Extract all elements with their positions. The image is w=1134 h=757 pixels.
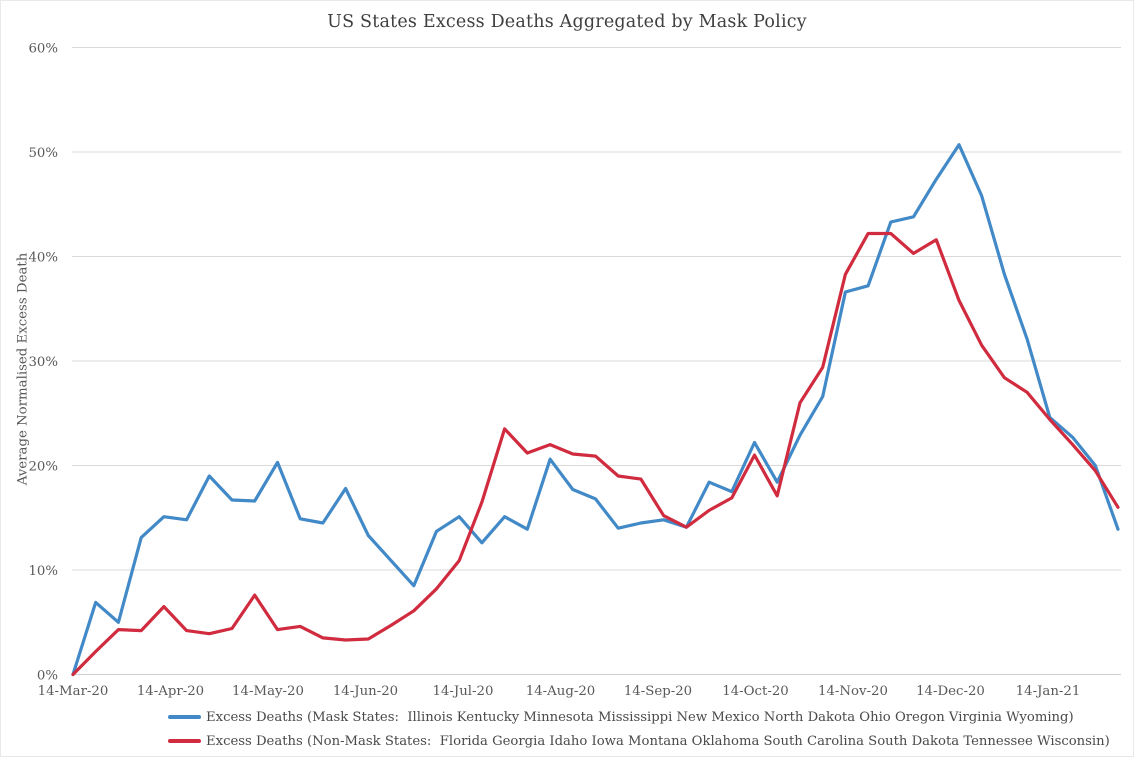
mask-series-label: Excess Deaths (Mask States: Illinois Ken… bbox=[206, 709, 1074, 725]
y-axis-title: Average Normalised Excess Death bbox=[15, 252, 31, 486]
x-tick-label: 14-Jul-20 bbox=[433, 684, 494, 699]
mask-series-swatch-line bbox=[168, 715, 201, 719]
x-tick-label: 14-Aug-20 bbox=[526, 684, 596, 699]
non-mask-states-line bbox=[71, 231, 1120, 677]
legend-item-mask-states: Excess Deaths (Mask States: Illinois Ken… bbox=[168, 705, 1110, 729]
x-tick-label: 14-Mar-20 bbox=[38, 684, 109, 699]
y-tick-label: 40% bbox=[28, 250, 58, 265]
y-tick-label: 30% bbox=[28, 355, 58, 370]
legend-item-non-mask-states: Excess Deaths (Non-Mask States: Florida … bbox=[168, 729, 1110, 753]
x-tick-label: 14-Jun-20 bbox=[333, 684, 398, 699]
y-tick-label: 20% bbox=[28, 459, 58, 474]
legend: Excess Deaths (Mask States: Illinois Ken… bbox=[168, 705, 1110, 753]
x-tick-label: 14-Oct-20 bbox=[722, 684, 789, 699]
x-tick-label: 14-Nov-20 bbox=[818, 684, 888, 699]
y-tick-label: 50% bbox=[28, 146, 58, 161]
y-tick-label: 60% bbox=[28, 41, 58, 56]
x-tick-label: 14-Sep-20 bbox=[624, 684, 692, 699]
x-tick-label: 14-Dec-20 bbox=[916, 684, 985, 699]
non-mask-series-swatch-line bbox=[168, 739, 201, 743]
non-mask-series-label: Excess Deaths (Non-Mask States: Florida … bbox=[206, 733, 1110, 749]
x-tick-label: 14-Jan-21 bbox=[1016, 684, 1081, 699]
x-tick-label: 14-Apr-20 bbox=[137, 684, 204, 699]
x-tick-label: 14-May-20 bbox=[232, 684, 304, 699]
chart-title: US States Excess Deaths Aggregated by Ma… bbox=[327, 12, 807, 32]
mask-states-line bbox=[71, 143, 1120, 677]
y-tick-label: 10% bbox=[28, 564, 58, 579]
y-tick-label: 0% bbox=[37, 668, 58, 683]
